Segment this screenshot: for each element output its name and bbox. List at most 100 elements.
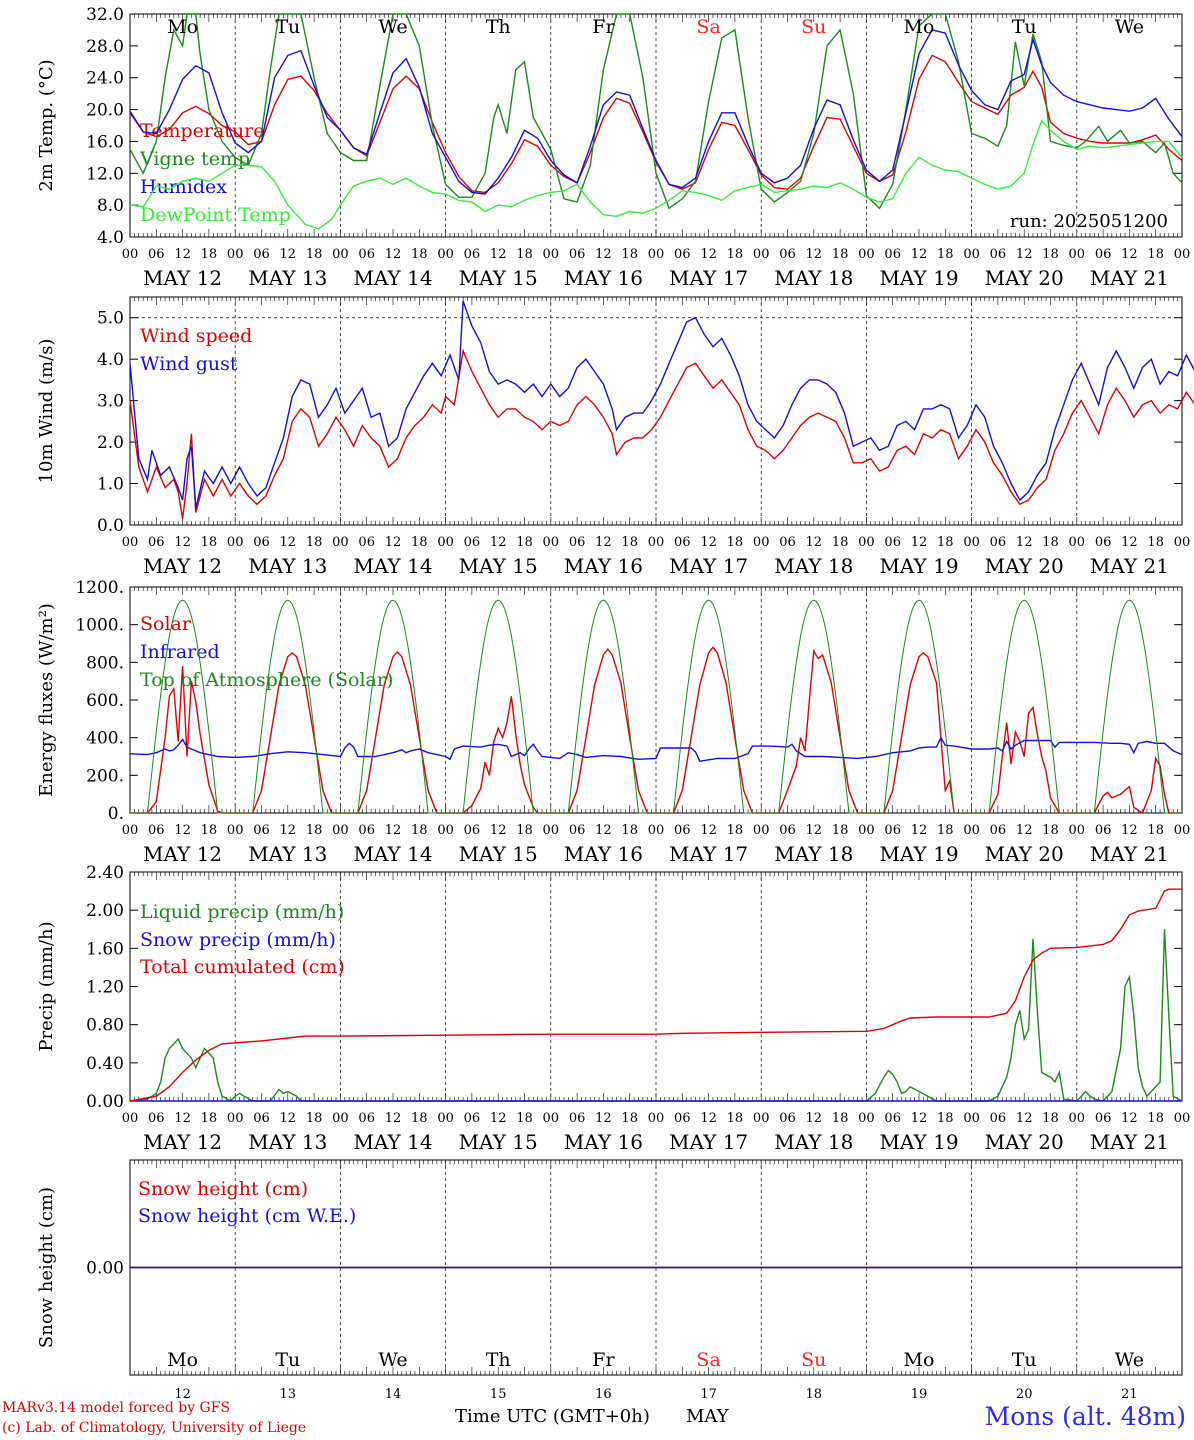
- hour-label: 06: [990, 823, 1007, 838]
- hour-label: 18: [727, 1111, 744, 1126]
- y-tick-label: 8.0: [97, 196, 124, 216]
- hour-label: 00: [858, 1111, 875, 1126]
- y-tick-label: 2.40: [86, 863, 124, 883]
- hour-label: 18: [411, 247, 428, 262]
- weekday-label: Sa: [696, 16, 720, 38]
- day-label: MAY 18: [774, 842, 853, 866]
- hour-label: 12: [385, 247, 402, 262]
- hour-label: 18: [201, 247, 218, 262]
- legend-entry: Humidex: [140, 176, 227, 198]
- hour-label: 18: [621, 823, 638, 838]
- y-tick-label: 2.00: [86, 901, 124, 921]
- hour-label: 00: [437, 823, 454, 838]
- day-label: MAY 14: [353, 554, 432, 578]
- hour-label: 12: [385, 1111, 402, 1126]
- hour-label: 06: [464, 247, 481, 262]
- day-label: MAY 20: [985, 554, 1064, 578]
- hour-label: 00: [543, 247, 560, 262]
- series-line-wind-gust: [129, 300, 1194, 509]
- series-line-top-of-atmosphere-solar-: [130, 599, 1182, 814]
- hour-label: 18: [832, 823, 849, 838]
- hour-label: 00: [858, 823, 875, 838]
- day-number-label: 16: [595, 1387, 612, 1402]
- hour-label: 06: [674, 247, 691, 262]
- hour-label: 18: [832, 1111, 849, 1126]
- weekday-label: Mo: [904, 1349, 935, 1371]
- lab-credit: (c) Lab. of Climatology, University of L…: [2, 1420, 307, 1436]
- y-tick-label: 1.60: [86, 939, 124, 959]
- day-label: MAY 19: [879, 842, 958, 866]
- hour-label: 06: [253, 1111, 270, 1126]
- hour-label: 18: [1042, 1111, 1059, 1126]
- hour-label: 18: [727, 535, 744, 550]
- hour-label: 00: [332, 535, 349, 550]
- day-number-label: 19: [911, 1387, 928, 1402]
- hour-label: 00: [122, 1111, 139, 1126]
- hour-label: 00: [1174, 247, 1191, 262]
- series-line-infrared: [129, 736, 1183, 762]
- hour-label: 06: [569, 247, 586, 262]
- hour-label: 12: [700, 823, 717, 838]
- legend-entry: Temperature: [140, 120, 264, 142]
- hour-label: 12: [1121, 535, 1138, 550]
- hour-label: 00: [122, 247, 139, 262]
- hour-label: 00: [227, 535, 244, 550]
- hour-label: 12: [280, 823, 297, 838]
- hour-label: 12: [700, 247, 717, 262]
- hour-label: 06: [148, 247, 165, 262]
- hour-label: 06: [884, 247, 901, 262]
- day-label: MAY 18: [774, 1130, 853, 1154]
- series-line-wind-speed: [129, 348, 1194, 519]
- y-axis-title: 10m Wind (m/s): [36, 339, 57, 484]
- hour-label: 12: [595, 247, 612, 262]
- day-label: MAY 15: [459, 842, 538, 866]
- weekday-label: Mo: [904, 16, 935, 38]
- hour-label: 12: [385, 535, 402, 550]
- day-label: MAY 21: [1090, 842, 1169, 866]
- hour-label: 12: [1016, 247, 1033, 262]
- hour-label: 06: [990, 535, 1007, 550]
- hour-label: 00: [1174, 1111, 1191, 1126]
- hour-label: 12: [174, 1111, 191, 1126]
- hour-label: 12: [280, 247, 297, 262]
- hour-label: 00: [753, 823, 770, 838]
- day-number-label: 14: [385, 1387, 402, 1402]
- weekday-label: We: [1115, 1349, 1144, 1371]
- y-tick-label: 1000.: [75, 616, 124, 636]
- day-label: MAY 17: [669, 554, 748, 578]
- month-label: MAY: [686, 1406, 729, 1427]
- y-tick-label: 0.0: [97, 516, 124, 536]
- weekday-label: Tu: [1012, 1349, 1037, 1371]
- y-tick-label: 3.0: [97, 392, 124, 412]
- hour-label: 12: [700, 1111, 717, 1126]
- weekday-label: Mo: [167, 16, 198, 38]
- hour-label: 06: [884, 535, 901, 550]
- hour-label: 00: [122, 823, 139, 838]
- hour-label: 12: [1121, 247, 1138, 262]
- hour-label: 00: [332, 823, 349, 838]
- y-tick-label: 1200.: [75, 578, 124, 598]
- day-label: MAY 13: [248, 266, 327, 290]
- weekday-label: Sa: [696, 1349, 720, 1371]
- y-tick-label: 0.40: [86, 1054, 124, 1074]
- hour-label: 18: [516, 247, 533, 262]
- hour-label: 06: [464, 535, 481, 550]
- y-tick-label: 16.0: [86, 132, 124, 152]
- legend-entry: Vigne temp: [139, 148, 250, 170]
- hour-label: 00: [963, 823, 980, 838]
- hour-label: 06: [253, 535, 270, 550]
- hour-label: 12: [806, 1111, 823, 1126]
- hour-label: 00: [543, 535, 560, 550]
- hour-label: 18: [937, 535, 954, 550]
- hour-label: 12: [911, 823, 928, 838]
- hour-label: 18: [832, 535, 849, 550]
- day-label: MAY 18: [774, 266, 853, 290]
- day-label: MAY 14: [353, 842, 432, 866]
- day-label: MAY 17: [669, 1130, 748, 1154]
- hour-label: 00: [858, 535, 875, 550]
- hour-label: 06: [464, 1111, 481, 1126]
- weekday-label: Su: [801, 16, 826, 38]
- station-name: Mons (alt. 48m): [984, 1402, 1186, 1431]
- hour-label: 12: [595, 535, 612, 550]
